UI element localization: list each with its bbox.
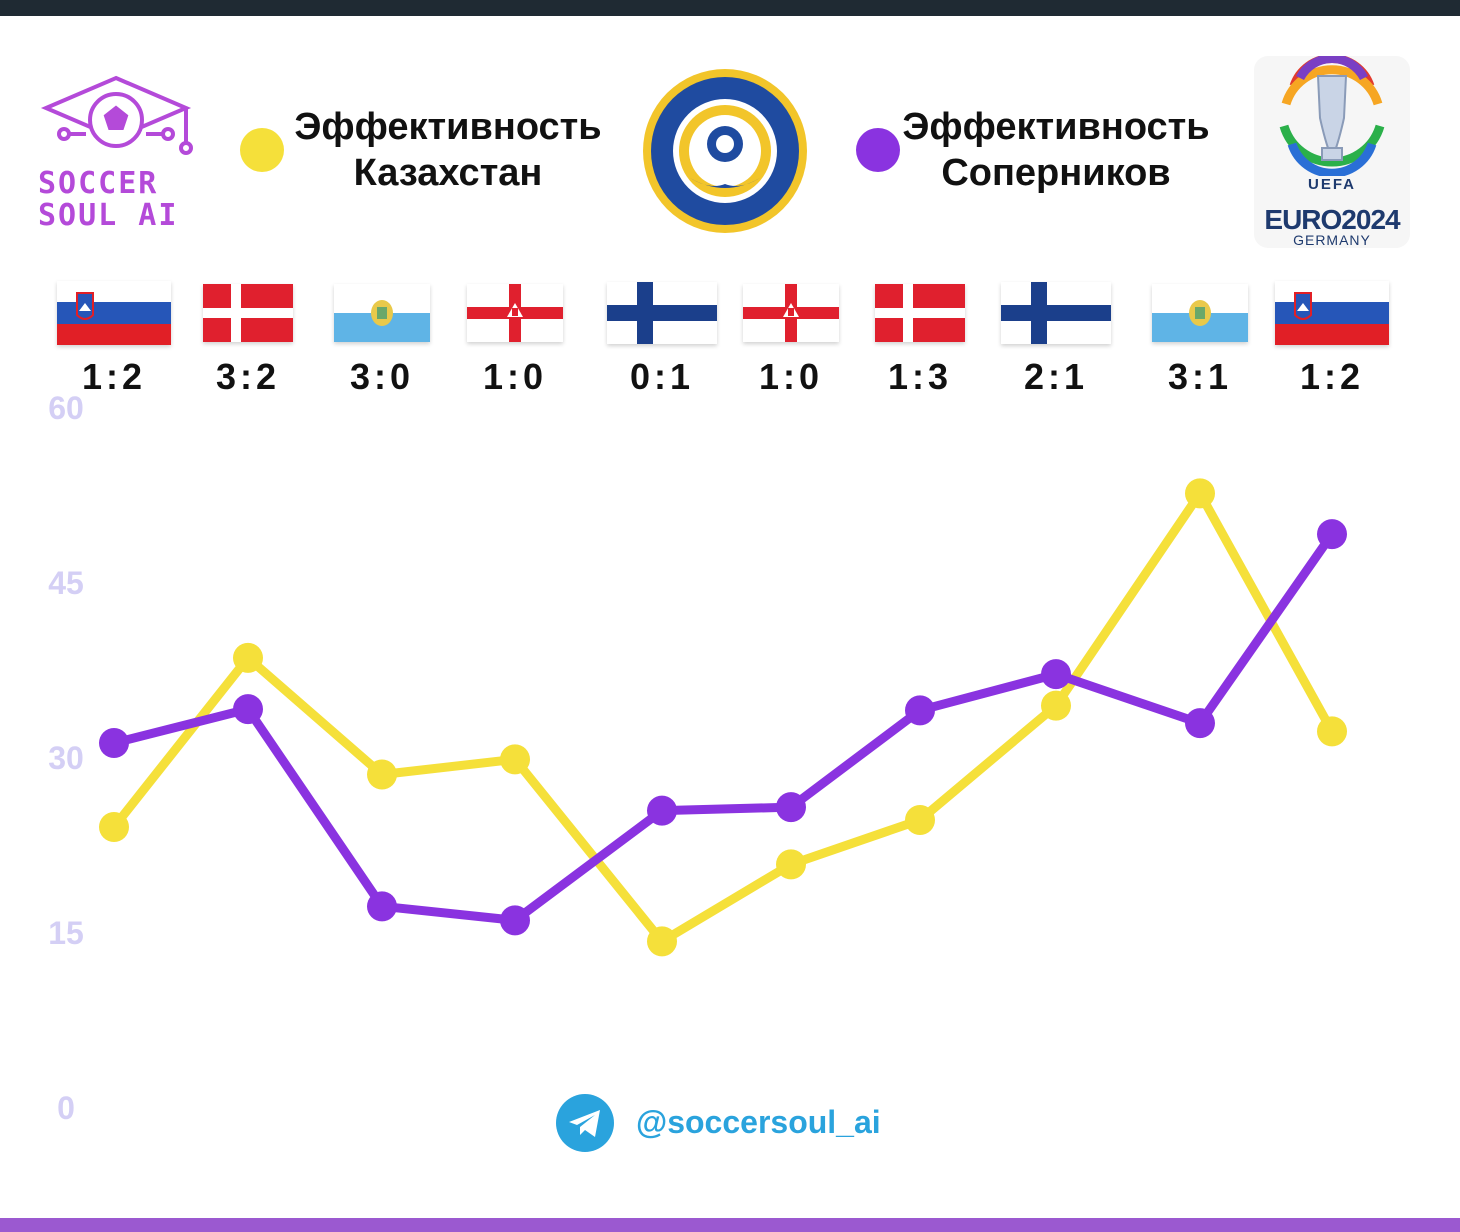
- data-point-kazakhstan[interactable]: [233, 642, 263, 673]
- brand-line-1: SOCCER: [38, 166, 159, 201]
- legend-kazakhstan-line2: Казахстан: [353, 152, 543, 194]
- data-point-opponents[interactable]: [233, 694, 263, 725]
- telegram-handle-link[interactable]: @soccersoul_ai: [636, 1104, 881, 1140]
- match-score: 0:1: [629, 356, 695, 397]
- telegram-icon[interactable]: [556, 1094, 614, 1152]
- top-border: [0, 0, 1460, 16]
- bottom-border: [0, 1218, 1460, 1232]
- data-point-kazakhstan[interactable]: [647, 926, 677, 957]
- finland-flag-icon: [607, 282, 717, 344]
- euro-trophy-icon: [1279, 56, 1385, 176]
- legend-dot-kazakhstan: [240, 128, 284, 172]
- match-score: 3:2: [215, 356, 281, 397]
- slovenia-flag-icon: [57, 281, 171, 345]
- match-score: 3:0: [349, 356, 415, 397]
- kazakhstan-football-federation-logo-icon: [643, 69, 807, 233]
- data-point-opponents[interactable]: [99, 728, 129, 758]
- brand-wordmark: SOCCER SOUL AI: [38, 168, 198, 232]
- data-point-kazakhstan[interactable]: [99, 812, 129, 842]
- data-point-opponents[interactable]: [776, 792, 806, 823]
- data-point-kazakhstan[interactable]: [1317, 716, 1347, 747]
- series-line-kazakhstan: [110, 488, 1336, 946]
- efficiency-line-chart: 0 15 30 45 60: [48, 390, 1347, 1126]
- soccer-soul-logo-icon: [40, 75, 193, 155]
- denmark-flag-icon: [875, 284, 965, 342]
- northern-ireland-flag-icon: [743, 284, 839, 342]
- slovenia-flag-icon: [1275, 281, 1389, 345]
- san-marino-flag-icon: [334, 284, 430, 342]
- euro-title: EURO2024: [1264, 204, 1400, 235]
- data-point-kazakhstan[interactable]: [776, 849, 806, 880]
- data-point-opponents[interactable]: [500, 905, 530, 936]
- match-score: 1:0: [482, 356, 548, 397]
- data-point-opponents[interactable]: [1185, 708, 1215, 739]
- legend-kazakhstan-line1: Эффективность: [294, 106, 602, 148]
- data-point-kazakhstan[interactable]: [367, 759, 397, 790]
- match-score: 1:3: [887, 356, 953, 397]
- legend-opponents-line2: Соперников: [941, 152, 1171, 194]
- data-point-opponents[interactable]: [1317, 519, 1347, 550]
- data-point-kazakhstan[interactable]: [1041, 690, 1071, 721]
- match-score: 1:2: [1299, 356, 1365, 397]
- y-tick-label: 0: [57, 1090, 75, 1126]
- data-point-kazakhstan[interactable]: [905, 805, 935, 835]
- legend-dot-opponents: [856, 128, 900, 172]
- data-point-opponents[interactable]: [1041, 659, 1071, 690]
- y-tick-label: 60: [48, 390, 84, 426]
- series-line-opponents: [112, 531, 1336, 925]
- y-tick-label: 45: [48, 565, 84, 601]
- match-score: 2:1: [1023, 356, 1089, 397]
- legend-opponents-line1: Эффективность: [902, 106, 1210, 148]
- y-tick-label: 15: [48, 915, 84, 951]
- northern-ireland-flag-icon: [467, 284, 563, 342]
- euro-subtitle: GERMANY: [1293, 232, 1371, 248]
- san-marino-flag-icon: [1152, 284, 1248, 342]
- euro-uefa-label: UEFA: [1307, 176, 1356, 193]
- y-tick-label: 30: [48, 740, 84, 776]
- data-point-opponents[interactable]: [367, 891, 397, 922]
- data-point-opponents[interactable]: [905, 695, 935, 726]
- denmark-flag-icon: [203, 284, 293, 342]
- match-score: 1:2: [81, 356, 147, 397]
- legend-label-opponents: Эффективность Соперников: [886, 104, 1226, 196]
- match-score: 1:0: [758, 356, 824, 397]
- finland-flag-icon: [1001, 282, 1111, 344]
- brand-line-2: SOUL AI: [38, 198, 179, 233]
- data-point-kazakhstan[interactable]: [1185, 478, 1215, 509]
- legend-label-kazakhstan: Эффективность Казахстан: [278, 104, 618, 196]
- data-point-opponents[interactable]: [647, 795, 677, 826]
- euro-2024-badge: UEFA EURO2024 GERMANY: [1254, 56, 1410, 248]
- match-score: 3:1: [1167, 356, 1233, 397]
- data-point-kazakhstan[interactable]: [500, 744, 530, 775]
